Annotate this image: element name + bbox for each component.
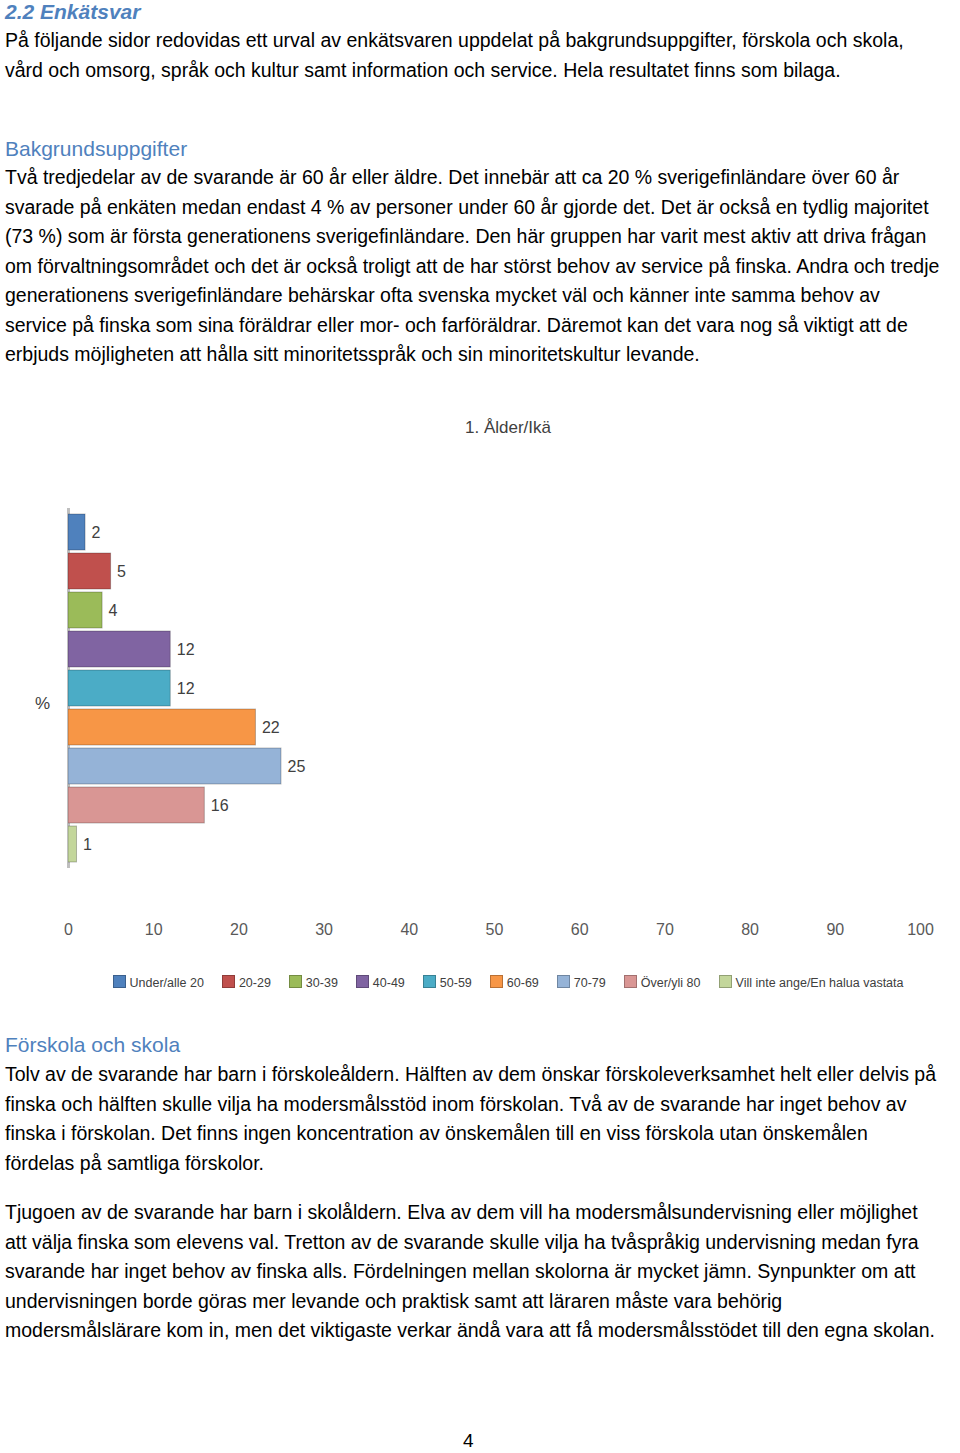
svg-text:22: 22: [262, 719, 280, 736]
svg-text:20: 20: [230, 921, 248, 938]
html-text:70-79: 70-79: [573, 976, 606, 990]
html-text:Vill inte ange/En halua vastat: Vill inte ange/En halua vastata: [735, 976, 904, 990]
svg-text:25: 25: [288, 758, 306, 775]
html-text:60-69: 60-69: [506, 976, 539, 990]
html-text:Tjugoen av de svarande har bar: Tjugoen av de svarande har barn i skolål…: [5, 1201, 935, 1341]
html-text:Under/alle 20: Under/alle 20: [129, 976, 204, 990]
svg-text:0: 0: [64, 921, 73, 938]
svg-text:30: 30: [315, 921, 333, 938]
svg-text:5: 5: [117, 563, 126, 580]
svg-text:2: 2: [92, 524, 101, 541]
svg-text:12: 12: [177, 680, 195, 697]
svg-text:1: 1: [83, 836, 92, 853]
svg-text:40: 40: [400, 921, 418, 938]
html-text:1. Ålder/Ikä: 1. Ålder/Ikä: [465, 418, 551, 437]
svg-text:10: 10: [145, 921, 163, 938]
html-text:40-49: 40-49: [372, 976, 405, 990]
svg-text:90: 90: [826, 921, 844, 938]
svg-text:12: 12: [177, 641, 195, 658]
svg-text:50: 50: [486, 921, 504, 938]
html-text:50-59: 50-59: [439, 976, 472, 990]
html-text:På följande sidor redovidas et: På följande sidor redovidas ett urval av…: [5, 29, 904, 81]
html-text:20-29: 20-29: [238, 976, 271, 990]
svg-text:%: %: [35, 694, 50, 713]
svg-text:4: 4: [109, 602, 118, 619]
svg-text:70: 70: [656, 921, 674, 938]
svg-text:80: 80: [741, 921, 759, 938]
html-text:Över/yli 80: Över/yli 80: [640, 976, 701, 990]
html-text:4: 4: [463, 1430, 474, 1451]
svg-text:16: 16: [211, 797, 229, 814]
html-text:Förskola och skola: Förskola och skola: [5, 1033, 181, 1056]
html-text:30-39: 30-39: [305, 976, 338, 990]
svg-text:100: 100: [907, 921, 934, 938]
html-text:Två tredjedelar av de svarande: Två tredjedelar av de svarande är 60 år …: [5, 166, 940, 365]
html-text:Bakgrundsuppgifter: Bakgrundsuppgifter: [5, 137, 188, 160]
svg-text:60: 60: [571, 921, 589, 938]
html-text:2.2 Enkätsvar: 2.2 Enkätsvar: [5, 0, 141, 23]
html-text:Tolv av de svarande har barn i: Tolv av de svarande har barn i förskoleå…: [5, 1063, 937, 1174]
